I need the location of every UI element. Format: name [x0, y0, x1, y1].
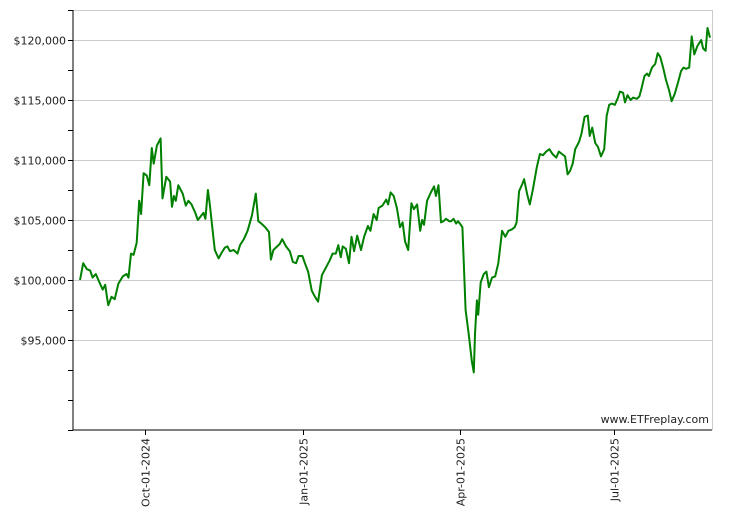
y-axis: $95,000 $100,000 $105,000 $110,000 $115,000 $… — [14, 10, 73, 431]
y-tick-label: $100,000 — [14, 275, 67, 288]
x-tick-label: Apr-01-2025 — [455, 438, 468, 506]
x-tick-label: Jan-01-2025 — [298, 438, 311, 506]
y-tick-label: $105,000 — [14, 215, 67, 228]
watermark-text: www.ETFreplay.com — [601, 413, 709, 426]
y-tick-label: $95,000 — [21, 335, 67, 348]
series-line — [79, 27, 711, 374]
x-tick-label: Oct-01-2024 — [140, 438, 153, 507]
x-tick-label: Jul-01-2025 — [609, 438, 622, 502]
gridlines — [73, 10, 713, 430]
x-axis: Oct-01-2024 Jan-01-2025 Apr-01-2025 Jul-01-… — [140, 430, 622, 507]
y-tick-label: $110,000 — [14, 155, 67, 168]
y-tick-label: $115,000 — [14, 95, 67, 108]
y-tick-label: $120,000 — [14, 35, 67, 48]
